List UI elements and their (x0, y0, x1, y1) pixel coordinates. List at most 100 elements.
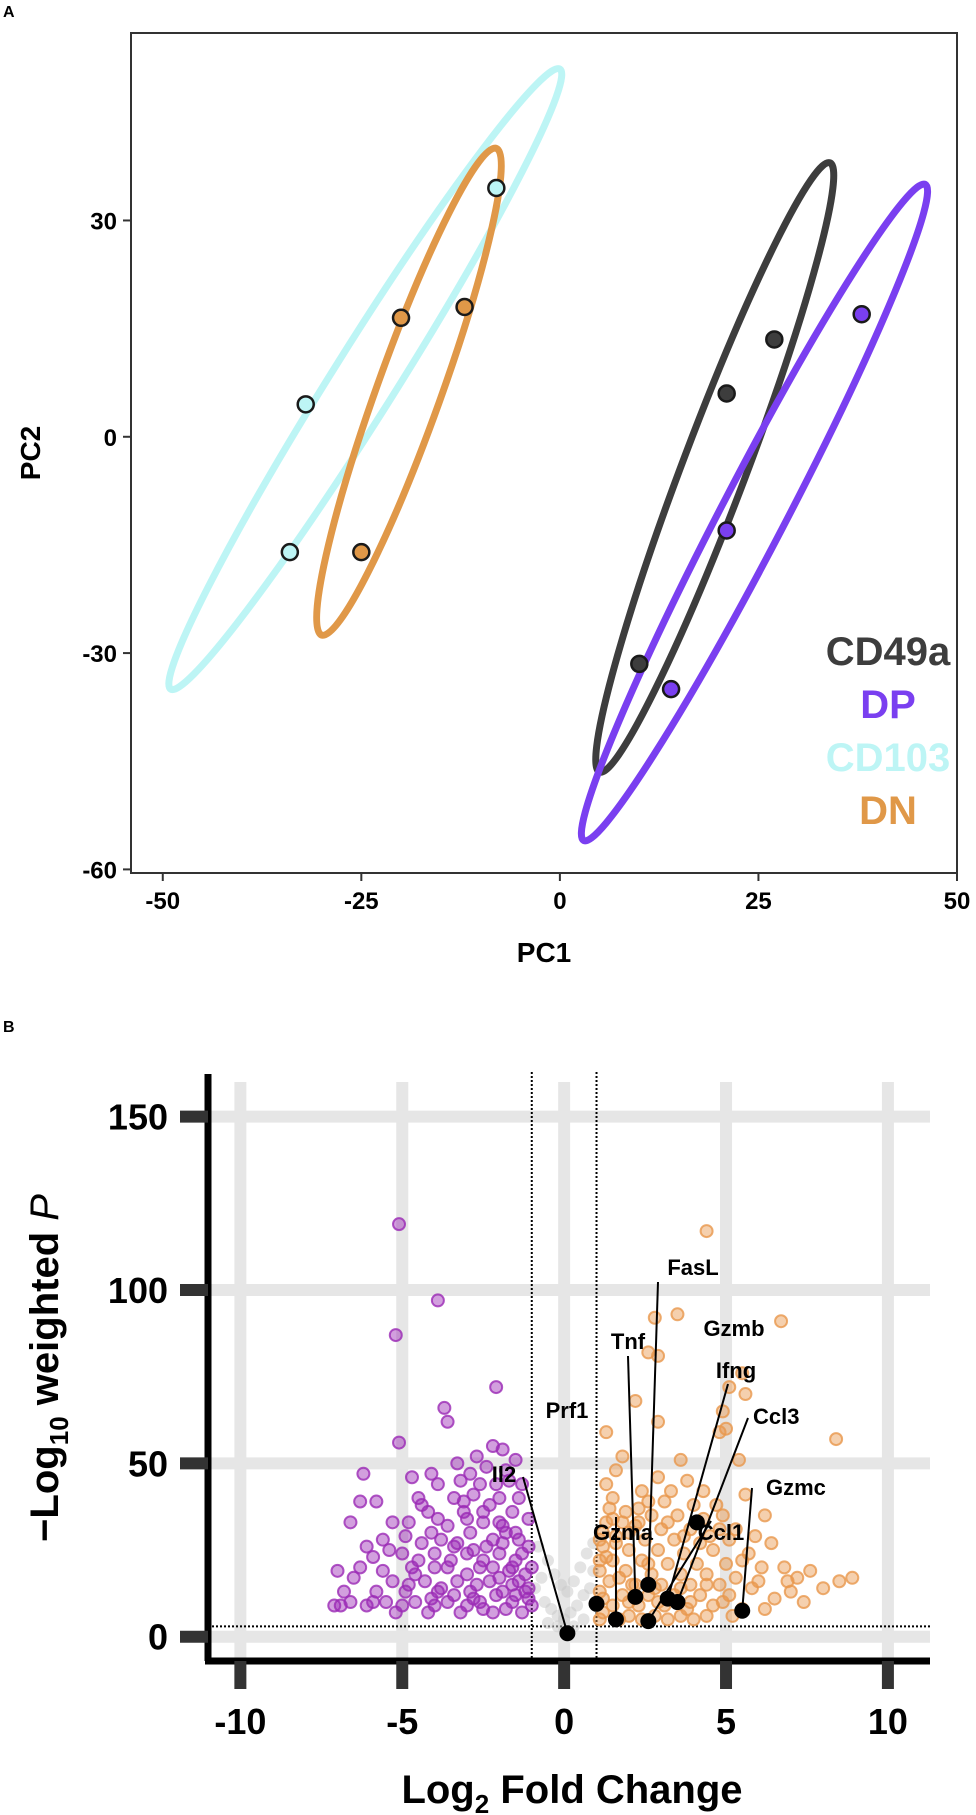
volcano-point-up (731, 1452, 746, 1467)
pca-plot-frame (130, 32, 958, 874)
volcano-point-up (748, 1529, 763, 1544)
pca-point-cd103 (487, 178, 506, 198)
volcano-label-leader (741, 1487, 753, 1611)
volcano-point-down (414, 1536, 429, 1551)
volcano-point-up (790, 1570, 805, 1585)
volcano-point-down (398, 1529, 413, 1544)
volcano-point-down (511, 1532, 526, 1547)
volcano-point-ns (571, 1599, 584, 1612)
volcano-point-up (592, 1553, 607, 1568)
volcano-point-down (353, 1494, 368, 1509)
pca-ellipse-dn (313, 144, 505, 639)
volcano-point-down (469, 1577, 484, 1592)
volcano-label-leader (666, 1383, 729, 1599)
volcano-point-down (359, 1539, 374, 1554)
volcano-point-up (757, 1508, 772, 1523)
pca-y-tick-label: 0 (104, 425, 117, 452)
volcano-gene-label: Tnf (611, 1329, 646, 1354)
volcano-point-down (430, 1293, 445, 1308)
pca-point-dp (852, 304, 871, 324)
volcano-point-up (816, 1581, 831, 1596)
volcano-point-down (450, 1456, 465, 1471)
volcano-point-down (476, 1601, 491, 1616)
volcano-point-down (489, 1380, 504, 1395)
volcano-label-leader (647, 1520, 712, 1622)
pca-ellipse-dp (577, 180, 932, 845)
volcano-point-down (495, 1442, 510, 1457)
volcano-point-down (398, 1584, 413, 1599)
volcano-point-down (515, 1605, 530, 1620)
volcano-point-up (651, 1414, 666, 1429)
volcano-point-down (492, 1491, 507, 1506)
volcano-point-up (699, 1224, 714, 1239)
volcano-gene-label: Gzmc (766, 1475, 826, 1500)
volcano-point-labeled (688, 1514, 705, 1531)
volcano-point-up (595, 1525, 610, 1540)
volcano-point-up (599, 1425, 614, 1440)
volcano-point-down (408, 1567, 423, 1582)
pca-ticks: -50 -25 0 25 50 -60 -30 0 30 (82, 208, 970, 915)
volcano-point-down (395, 1598, 410, 1613)
volcano-point-down (466, 1487, 481, 1502)
pca-y-tick-label: -60 (82, 857, 117, 884)
volcano-point-down (379, 1595, 394, 1610)
volcano-point-down (353, 1560, 368, 1575)
volcano-point-down (336, 1584, 351, 1599)
pca-y-tick-label: 30 (90, 208, 117, 235)
volcano-point-down (395, 1546, 410, 1561)
volcano-point-down (440, 1518, 455, 1533)
volcano-x-axis-label: Log2 Fold Change (401, 1768, 742, 1815)
volcano-point-down (404, 1470, 419, 1485)
volcano-point-down (489, 1588, 504, 1603)
volcano-point-down (430, 1477, 445, 1492)
volcano-point-up (657, 1494, 672, 1509)
volcano-point-down (521, 1591, 536, 1606)
volcano-point-up (699, 1577, 714, 1592)
volcano-point-down (346, 1570, 361, 1585)
volcano-label-leader (647, 1281, 659, 1585)
volcano-point-down (476, 1515, 491, 1530)
pca-y-tick-label: -30 (82, 641, 117, 668)
volcano-label-leader (676, 1417, 749, 1603)
volcano-point-down (466, 1543, 481, 1558)
pca-y-axis-label: PC2 (15, 426, 46, 480)
volcano-point-down (508, 1452, 523, 1467)
volcano-point-down (524, 1598, 539, 1613)
pca-legend-entry-cd49a: CD49a (826, 630, 951, 674)
volcano-x-tick-label: -10 (214, 1701, 266, 1742)
volcano-y-tick-label: 150 (108, 1097, 168, 1138)
volcano-point-up (660, 1556, 675, 1571)
volcano-point-down (414, 1497, 429, 1512)
volcano-gene-label: Prf1 (546, 1398, 589, 1423)
volcano-point-down (382, 1543, 397, 1558)
volcano-point-up (660, 1612, 675, 1627)
pca-x-axis-label: PC1 (517, 937, 571, 968)
volcano-point-up (683, 1595, 698, 1610)
volcano-y-tick-label: 100 (108, 1270, 168, 1311)
volcano-point-up (592, 1532, 607, 1547)
pca-point-cd49a (630, 654, 649, 674)
volcano-point-up (757, 1601, 772, 1616)
volcano-y-tick-label: 50 (128, 1443, 168, 1484)
volcano-point-up (592, 1563, 607, 1578)
volcano-point-up (728, 1570, 743, 1585)
volcano-point-up (722, 1532, 737, 1547)
volcano-point-labeled (640, 1613, 657, 1630)
volcano-point-down (460, 1567, 475, 1582)
volcano-point-down (333, 1598, 348, 1613)
volcano-point-up (803, 1563, 818, 1578)
volcano-point-up (673, 1452, 688, 1467)
volcano-point-up (715, 1595, 730, 1610)
volcano-point-down (476, 1553, 491, 1568)
volcano-point-down (456, 1494, 471, 1509)
pca-point-dn (352, 542, 371, 562)
volcano-point-down (427, 1560, 442, 1575)
volcano-point-down (369, 1494, 384, 1509)
volcano-point-down (479, 1459, 494, 1474)
volcano-point-up (615, 1449, 630, 1464)
pca-point-dp (717, 521, 736, 540)
volcano-axes: 0 50 100 150 -10 -5 0 5 10 (108, 1074, 930, 1742)
pca-x-tick-label: 50 (944, 888, 971, 915)
volcano-label-leader (627, 1355, 637, 1597)
volcano-point-down (424, 1591, 439, 1606)
